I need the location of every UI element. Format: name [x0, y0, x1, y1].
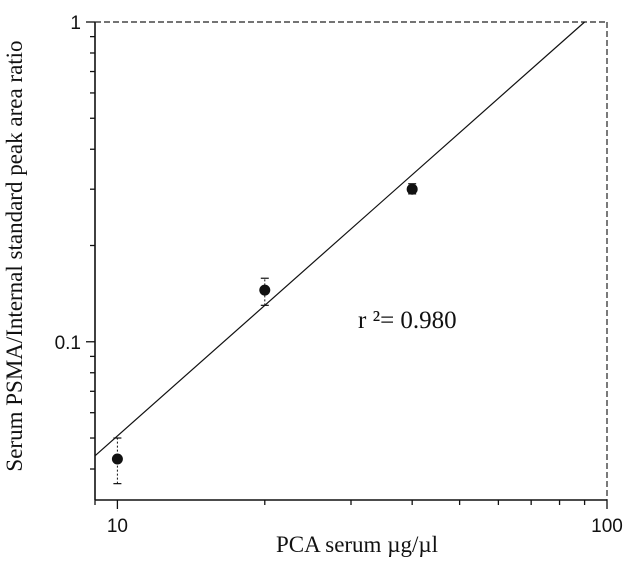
- x-axis-title: PCA serum µg/µl: [276, 532, 438, 557]
- fit-line-layer: [95, 22, 585, 456]
- y-tick-label: 0.1: [55, 333, 81, 354]
- r-squared-annotation: r ²= 0.980: [358, 307, 457, 334]
- plot-frame: [95, 22, 607, 500]
- y-tick-label: 1: [70, 13, 81, 34]
- y-axis-title: Serum PSMA/Internal standard peak area r…: [2, 40, 27, 471]
- data-point: [407, 184, 418, 195]
- data-point: [112, 453, 123, 464]
- data-point: [259, 285, 270, 296]
- regression-line: [95, 22, 585, 456]
- x-tick-label: 100: [591, 516, 623, 537]
- tick-layer: 10 100 0.1 1: [55, 13, 623, 537]
- x-tick-label: 10: [107, 516, 128, 537]
